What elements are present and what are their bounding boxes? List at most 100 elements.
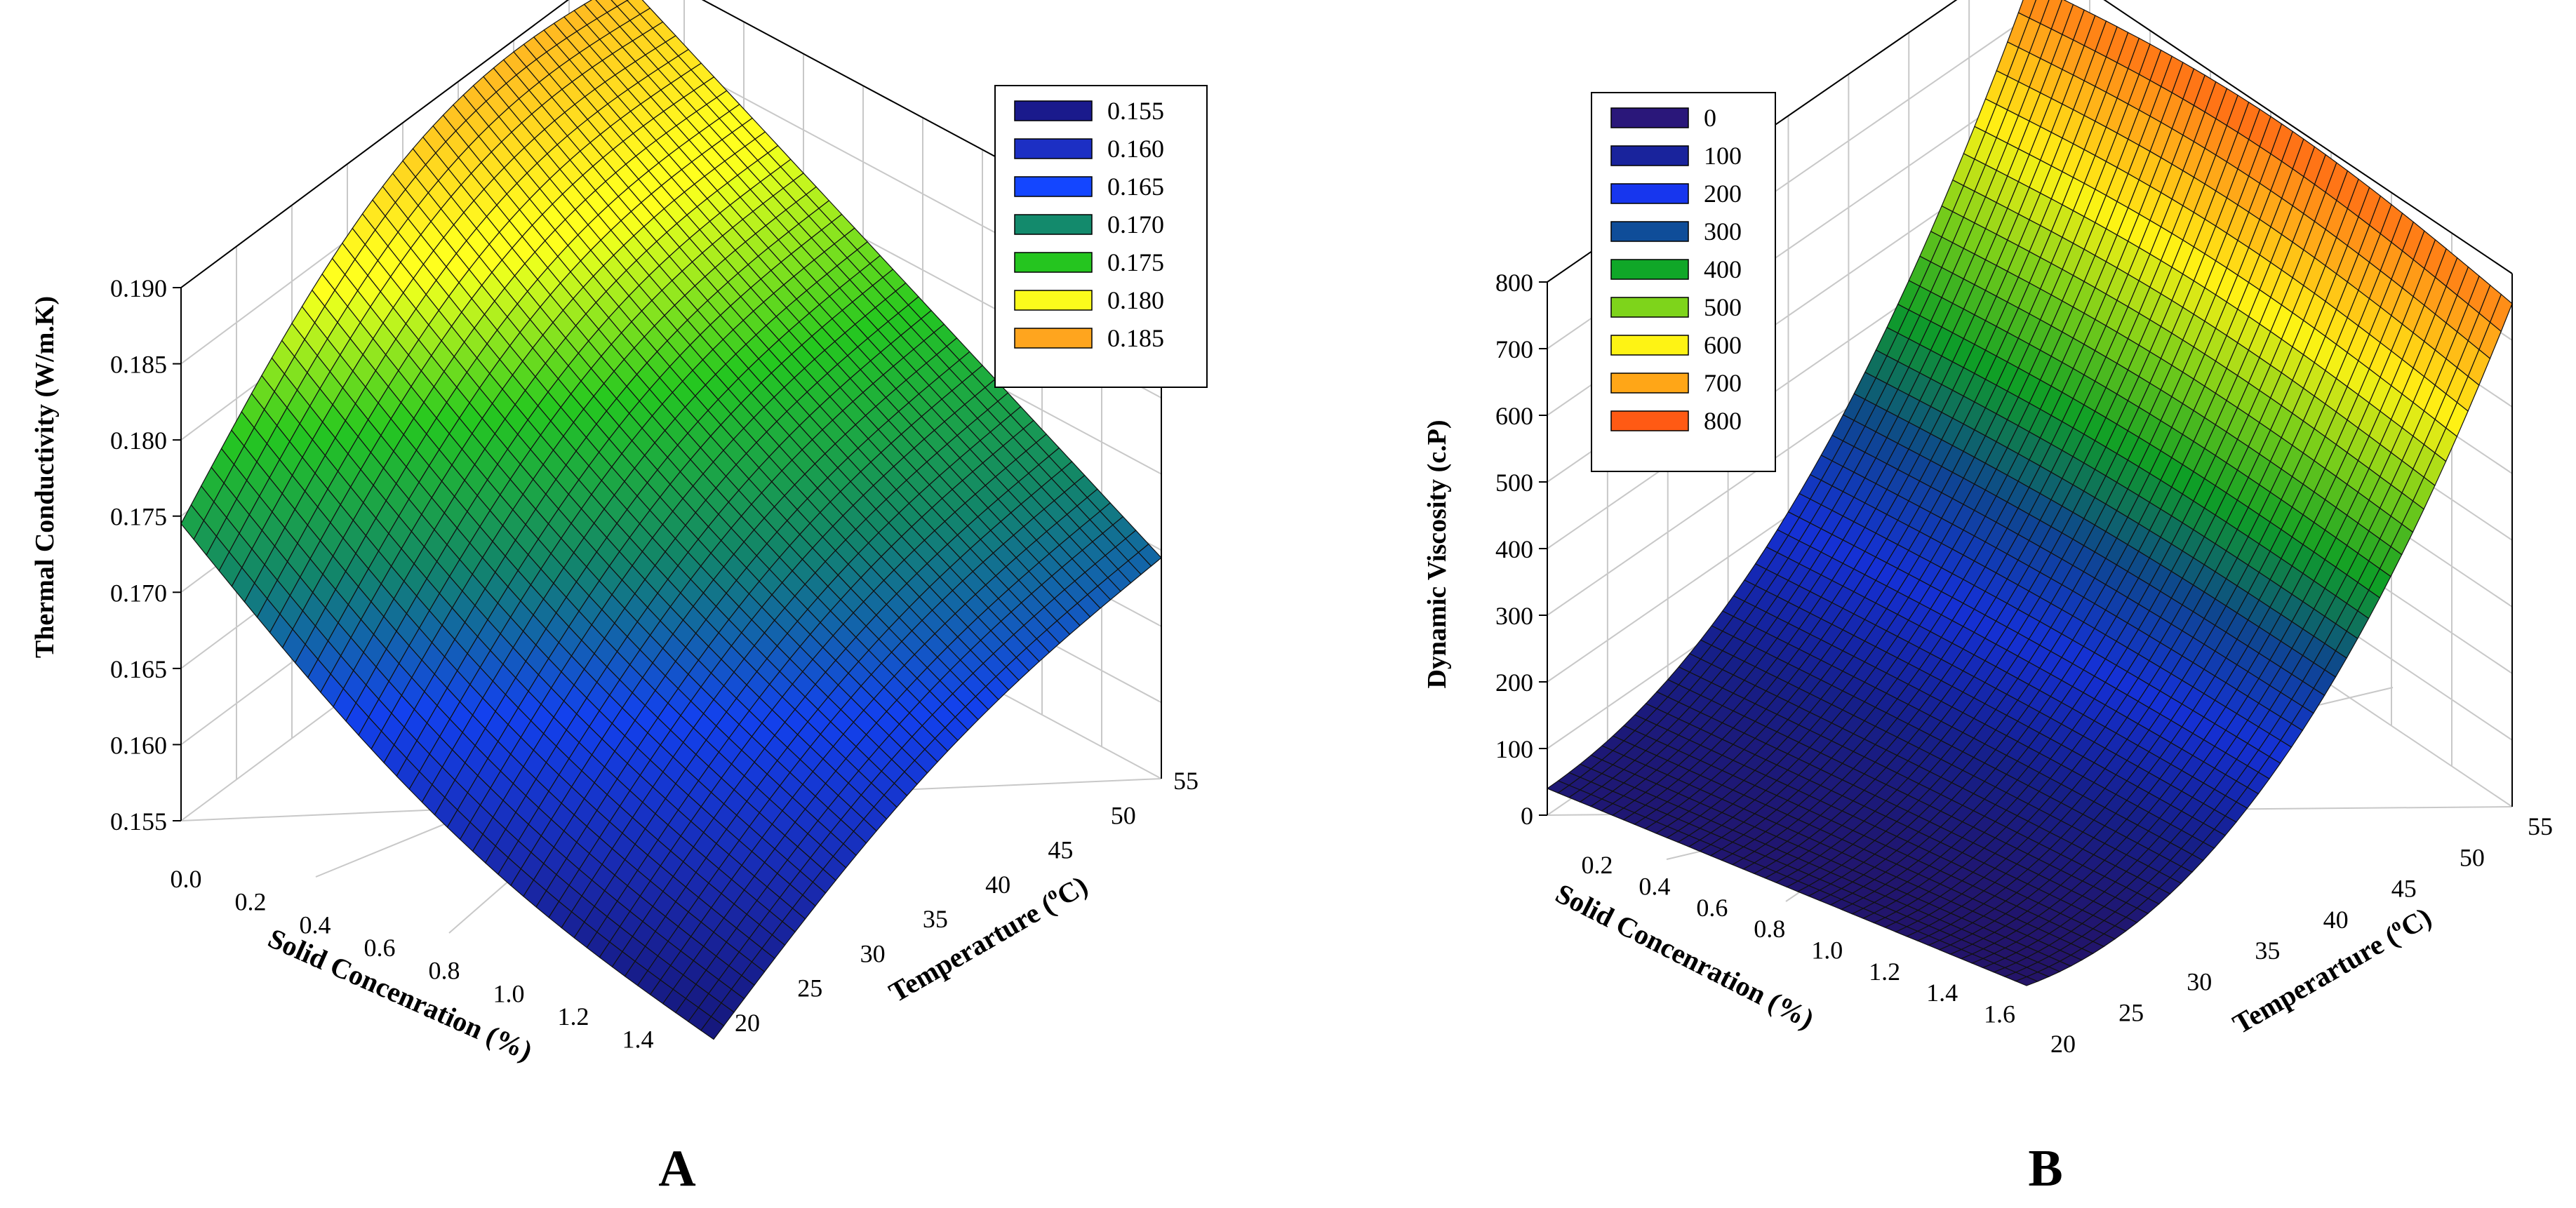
a-y-tick-label: 55 — [1173, 767, 1199, 795]
b-legend-label: 700 — [1704, 369, 1742, 397]
panel-b-y-axis-label-base: Temperarture ( — [2227, 920, 2403, 1040]
a-legend-label: 0.155 — [1107, 97, 1164, 125]
a-z-tick-label: 0.160 — [110, 731, 167, 759]
b-legend-swatch — [1610, 221, 1689, 242]
b-y-tick-label: 55 — [2528, 812, 2553, 840]
b-wall-edge — [2103, 0, 2513, 274]
a-x-tick-label: 0.4 — [300, 911, 331, 939]
b-legend-label: 100 — [1704, 142, 1742, 170]
a-legend-swatch — [1014, 100, 1093, 121]
b-legend-swatch — [1610, 259, 1689, 280]
b-legend-swatch — [1610, 410, 1689, 431]
b-z-tick-label: 500 — [1495, 469, 1533, 497]
b-z-tick-label: 300 — [1495, 602, 1533, 630]
b-z-tick-label: 100 — [1495, 735, 1533, 763]
b-legend-label: 400 — [1704, 255, 1742, 283]
a-legend-swatch — [1014, 138, 1093, 159]
panel-b-legend: 0 100 200 300 400 500 600 700 800 — [1591, 92, 1776, 472]
b-z-tick-label: 400 — [1495, 535, 1533, 563]
panel-b-label: B — [2028, 1140, 2062, 1197]
b-y-tick-label: 20 — [2050, 1030, 2076, 1058]
b-x-tick-label: 1.2 — [1869, 958, 1900, 986]
a-legend-label: 0.185 — [1107, 324, 1164, 352]
panel-a-label: A — [658, 1140, 695, 1197]
a-legend-label: 0.165 — [1107, 173, 1164, 201]
a-legend-label: 0.160 — [1107, 135, 1164, 163]
b-legend-swatch — [1610, 373, 1689, 394]
b-x-tick-label: 1.4 — [1926, 979, 1958, 1007]
panel-a-z-axis-label: Thermal Conductivity (W/m.K) — [30, 296, 60, 658]
a-legend-swatch — [1014, 290, 1093, 311]
a-z-tick-label: 0.165 — [110, 655, 167, 683]
a-z-tick-label: 0.155 — [110, 807, 167, 835]
a-x-tick-label: 0.6 — [364, 934, 396, 962]
panel-b-z-axis-label: Dynamic Viscosity (c.P) — [1422, 420, 1452, 688]
panel-b-x-axis-label: Solid Concenration (%) — [1551, 878, 1820, 1035]
a-y-tick-label: 35 — [923, 905, 948, 933]
a-y-tick-label: 45 — [1048, 836, 1073, 864]
b-legend-swatch — [1610, 107, 1689, 128]
b-legend-label: 600 — [1704, 331, 1742, 359]
b-x-tick-label: 0.4 — [1639, 872, 1670, 900]
a-z-tick-label: 0.180 — [110, 427, 167, 455]
panel-a-z-ticks: 0.155 0.160 0.165 0.170 0.175 0.180 0.185 0.190 — [110, 274, 181, 835]
b-legend-label: 0 — [1704, 104, 1716, 132]
panel-b-surface — [1546, 0, 2513, 986]
a-x-tick-label: 0.2 — [235, 888, 267, 916]
b-y-tick-label: 25 — [2118, 999, 2144, 1027]
b-x-tick-label: 1.0 — [1811, 936, 1843, 964]
a-y-tick-label: 20 — [735, 1009, 760, 1037]
b-y-tick-label: 45 — [2391, 875, 2417, 903]
a-surface-cell — [700, 1016, 725, 1040]
a-y-tick-label: 25 — [797, 974, 822, 1002]
b-x-tick-label: 1.6 — [1984, 1000, 2015, 1028]
a-x-tick-label: 1.0 — [493, 979, 525, 1007]
b-z-tick-label: 700 — [1495, 335, 1533, 363]
a-z-tick-label: 0.175 — [110, 503, 167, 531]
b-y-tick-label: 35 — [2255, 937, 2280, 965]
panel-b-y-axis-label-end: C) — [2395, 901, 2436, 943]
b-legend-label: 800 — [1704, 407, 1742, 435]
b-legend-swatch — [1610, 297, 1689, 318]
b-z-tick-label: 0 — [1521, 802, 1533, 830]
a-y-tick-label: 30 — [860, 939, 886, 967]
panel-a-surface — [180, 0, 1162, 1040]
a-legend-swatch — [1014, 176, 1093, 197]
panel-a-y-ticks: 20 25 30 35 40 45 50 55 — [735, 767, 1199, 1037]
a-legend-label: 0.170 — [1107, 210, 1164, 239]
b-legend-label: 300 — [1704, 217, 1742, 246]
b-legend-swatch — [1610, 183, 1689, 204]
a-legend-swatch — [1014, 328, 1093, 349]
a-x-tick-label: 0.8 — [429, 957, 460, 985]
a-legend-label: 0.175 — [1107, 248, 1164, 276]
a-z-tick-label: 0.170 — [110, 579, 167, 607]
b-z-tick-label: 200 — [1495, 669, 1533, 697]
panel-a: 0.155 0.160 0.165 0.170 0.175 0.180 0.185 0.190… — [30, 0, 1208, 1197]
a-wall-edge — [180, 0, 569, 288]
a-x-tick-label: 0.0 — [171, 865, 202, 893]
b-legend-swatch — [1610, 335, 1689, 356]
panel-a-y-axis-label-base: Temperarture ( — [883, 889, 1059, 1009]
b-z-tick-label: 600 — [1495, 402, 1533, 430]
a-x-tick-label: 1.4 — [622, 1026, 654, 1054]
b-x-tick-label: 0.6 — [1696, 894, 1728, 922]
a-y-tick-label: 40 — [985, 871, 1010, 899]
panel-a-y-axis-label-end: C) — [1051, 869, 1093, 911]
b-z-tick-label: 800 — [1495, 269, 1533, 297]
a-legend-label: 0.180 — [1107, 286, 1164, 314]
b-x-tick-label: 0.8 — [1754, 915, 1785, 943]
a-y-tick-label: 50 — [1111, 801, 1136, 829]
b-x-tick-label: 0.2 — [1581, 851, 1613, 879]
a-z-tick-label: 0.190 — [110, 274, 167, 302]
a-x-tick-label: 1.2 — [558, 1002, 589, 1031]
panel-a-x-ticks: 1.4 1.2 1.0 0.8 0.6 0.4 0.2 0.0 — [171, 865, 654, 1054]
panel-b-z-ticks: 0 100 200 300 400 500 600 700 800 — [1495, 269, 1547, 830]
a-legend-swatch — [1014, 214, 1093, 235]
b-legend-swatch — [1610, 145, 1689, 166]
a-legend-swatch — [1014, 252, 1093, 273]
b-y-tick-label: 30 — [2187, 967, 2212, 995]
b-legend-label: 500 — [1704, 293, 1742, 321]
b-y-tick-label: 40 — [2323, 906, 2349, 934]
